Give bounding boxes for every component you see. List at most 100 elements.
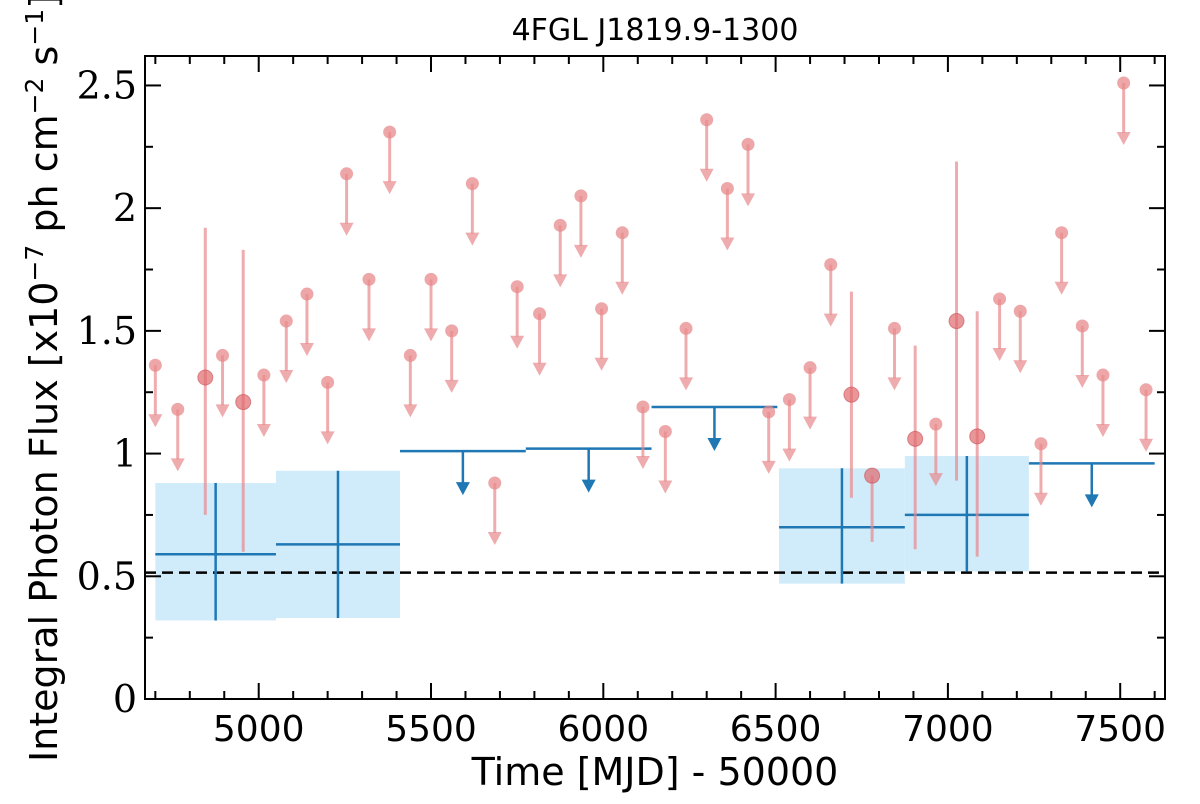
y-axis-title-exponent: −2: [20, 78, 49, 115]
coarse-bin-upper-limit-arrow: [707, 437, 722, 451]
fine-bin-upper-limit-arrow: [339, 222, 354, 236]
y-tick-label: 0.5: [77, 554, 137, 598]
fine-bin-upper-limit: [383, 125, 397, 139]
fine-bin-upper-limit-arrow: [803, 416, 818, 430]
x-tick-label: 7000: [902, 709, 994, 750]
y-tick-label: 2.5: [77, 63, 137, 107]
fine-bin-upper-limit: [216, 348, 230, 362]
fine-bin-upper-limit: [510, 280, 524, 294]
fine-bin-upper-limit: [782, 393, 796, 407]
fine-bin-upper-limit-arrow: [679, 377, 694, 391]
fine-bin-upper-limit-arrow: [148, 414, 163, 428]
fine-bin-upper-limit: [300, 287, 314, 301]
fine-bin-upper-limit-arrow: [992, 347, 1007, 361]
fine-bin-upper-limit-arrow: [424, 328, 439, 342]
fine-bin-upper-limit-arrow: [573, 244, 588, 258]
fine-bin-upper-limit: [887, 321, 901, 335]
fine-bin-upper-limit-arrow: [1054, 281, 1069, 295]
fine-bin-upper-limit: [279, 314, 293, 328]
y-axis-title-part: Integral Photon Flux [x10: [22, 282, 66, 763]
fine-bin-upper-limit: [321, 375, 335, 389]
fine-bin-upper-limit: [720, 182, 734, 196]
fine-bin-upper-limit: [803, 361, 817, 375]
fine-bin-upper-limit: [595, 302, 609, 316]
fine-bin-upper-limit-arrow: [594, 357, 609, 371]
fine-bin-upper-limit: [929, 417, 943, 431]
x-axis-title: Time [MJD] - 50000: [471, 750, 839, 794]
y-axis-title: Integral Photon Flux [x10−7 ph cm−2 s−1]: [20, 0, 66, 762]
fine-bin-upper-limit-arrow: [553, 274, 568, 288]
chart-title: 4FGL J1819.9-1300: [512, 13, 799, 48]
fine-bin-upper-limit: [615, 226, 629, 240]
fine-bin-upper-limit: [553, 218, 567, 232]
y-tick-label: 1.5: [77, 309, 137, 353]
coarse-bin-upper-limit-arrow: [581, 479, 596, 493]
y-axis-title-exponent: −7: [20, 245, 49, 282]
fine-bin-upper-limit-arrow: [361, 328, 376, 342]
fine-bin-point: [969, 428, 986, 445]
y-tick-label: 0: [113, 677, 137, 721]
fine-bin-upper-limit: [1034, 437, 1048, 451]
fine-bin-upper-limit: [171, 402, 185, 416]
fine-bin-point: [907, 430, 924, 447]
axes-frame: [144, 55, 1166, 700]
x-tick-label: 6000: [557, 709, 649, 750]
fine-bin-upper-limit: [340, 167, 354, 181]
fine-bin-upper-limit: [993, 292, 1007, 306]
fine-bin-upper-limit: [533, 307, 547, 321]
fine-bin-upper-limit-arrow: [465, 232, 480, 246]
y-tick-label: 1: [113, 432, 137, 476]
fine-bin-upper-limit: [1117, 76, 1131, 90]
fine-bin-upper-limit-arrow: [1139, 438, 1154, 452]
fine-bin-upper-limit-arrow: [782, 448, 797, 462]
fine-bin-upper-limit: [362, 272, 376, 286]
x-tick-label: 5000: [213, 709, 305, 750]
y-axis-title-part: s: [22, 46, 66, 78]
fine-bin-upper-limit-arrow: [170, 458, 185, 472]
fine-bin-upper-limit: [658, 424, 672, 438]
fine-bin-upper-limit: [257, 368, 271, 382]
fine-bin-upper-limit: [636, 400, 650, 414]
x-tick-label: 5500: [385, 709, 477, 750]
fine-bin-upper-limit: [403, 348, 417, 362]
fine-bin-upper-limit-arrow: [658, 480, 673, 494]
fine-bin-upper-limit-arrow: [615, 281, 630, 295]
fine-bin-upper-limit: [1013, 304, 1027, 318]
fine-bin-upper-limit: [1055, 226, 1069, 240]
fine-bin-point: [948, 313, 965, 330]
fine-bin-upper-limit-arrow: [720, 237, 735, 251]
x-tick-label: 7500: [1074, 709, 1166, 750]
y-axis-title-exponent: −1: [20, 9, 49, 46]
fine-bin-upper-limit: [424, 272, 438, 286]
y-axis-title-part: ]: [22, 0, 66, 9]
y-axis-title-part: ph cm: [22, 114, 66, 244]
y-tick-label: 2: [113, 186, 137, 230]
fine-bin-upper-limit: [824, 258, 838, 272]
fine-bin-upper-limit-arrow: [299, 343, 314, 357]
fine-bin-upper-limit-arrow: [532, 362, 547, 376]
fine-bin-upper-limit-arrow: [1116, 131, 1131, 145]
fine-bin-upper-limit-arrow: [1013, 360, 1028, 374]
fine-bin-point: [843, 386, 860, 403]
coarse-bin-upper-limit-arrow: [1084, 494, 1099, 508]
fine-bin-upper-limit-arrow: [1075, 374, 1090, 388]
fine-bin-upper-limit: [679, 321, 693, 335]
fine-bin-upper-limit: [1096, 368, 1110, 382]
fine-bin-upper-limit-arrow: [510, 335, 525, 349]
fine-bin-upper-limit-arrow: [215, 404, 230, 418]
fine-bin-upper-limit: [574, 189, 588, 203]
fine-bin-upper-limit: [741, 137, 755, 151]
x-tick-label: 6500: [730, 709, 822, 750]
fine-bin-upper-limit-arrow: [444, 379, 459, 393]
fine-bin-upper-limit-arrow: [635, 455, 650, 469]
fine-bin-upper-limit-arrow: [320, 431, 335, 445]
fine-bin-upper-limit-arrow: [887, 377, 902, 391]
coarse-bin-upper-limit-arrow: [455, 482, 470, 496]
fine-bin-point: [235, 394, 252, 411]
fine-bin-upper-limit-arrow: [256, 424, 271, 438]
fine-bin-upper-limit: [762, 405, 776, 419]
fine-bin-upper-limit-arrow: [741, 193, 756, 207]
fine-bin-upper-limit: [148, 358, 162, 372]
